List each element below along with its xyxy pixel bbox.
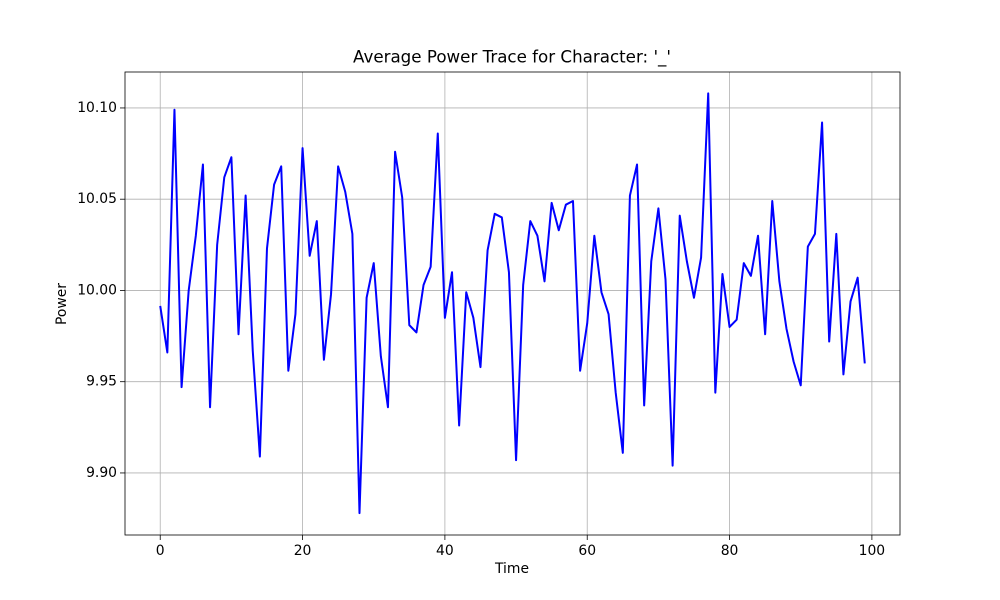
data-line xyxy=(159,92,866,515)
y-tick-label: 10.10 xyxy=(77,100,117,116)
plot-frame xyxy=(124,71,901,536)
y-tick-label: 9.95 xyxy=(86,374,117,390)
x-axis-label: Time xyxy=(494,561,529,577)
y-axis-label: Power xyxy=(54,283,70,325)
x-tick-label: 40 xyxy=(436,543,454,559)
chart-title: Average Power Trace for Character: '_' xyxy=(353,47,671,68)
y-tick-label: 9.90 xyxy=(86,465,117,481)
x-tick-label: 80 xyxy=(721,543,739,559)
x-tick-label: 20 xyxy=(294,543,312,559)
x-tick-label: 100 xyxy=(859,543,886,559)
x-tick-label: 0 xyxy=(156,543,165,559)
x-tick-label: 60 xyxy=(578,543,596,559)
y-tick-label: 10.00 xyxy=(77,282,117,298)
y-tick-label: 10.05 xyxy=(77,191,117,207)
